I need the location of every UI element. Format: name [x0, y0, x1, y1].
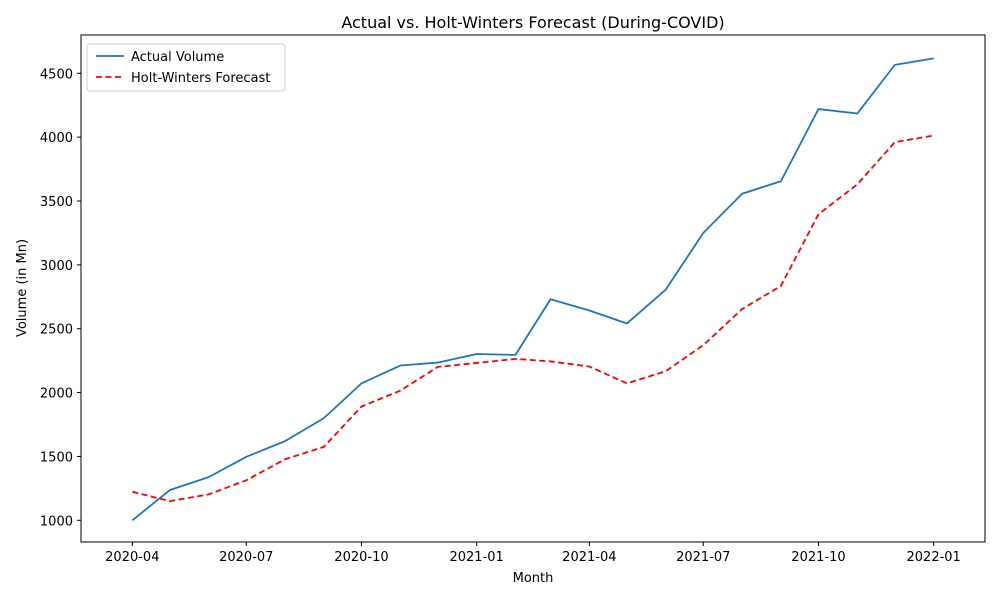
x-tick-label: 2020-10 [334, 550, 388, 565]
y-tick-label: 2500 [40, 323, 73, 338]
x-tick-label: 2020-04 [105, 550, 159, 565]
data-point [932, 134, 934, 136]
data-point [588, 309, 590, 311]
data-point [780, 285, 782, 287]
data-point [780, 180, 782, 182]
y-tick-label: 2000 [40, 387, 73, 402]
x-tick-label: 2021-04 [562, 550, 616, 565]
y-tick-label: 4500 [40, 67, 73, 82]
data-point [475, 362, 477, 364]
data-point [665, 288, 667, 290]
series-line-forecast [132, 134, 934, 503]
data-point [817, 213, 819, 215]
data-point [169, 489, 171, 491]
series-layer [131, 57, 934, 521]
y-tick-label: 4000 [40, 131, 73, 146]
data-point [284, 440, 286, 442]
data-point [245, 456, 247, 458]
y-tick-label: 3500 [40, 195, 73, 210]
data-point [284, 458, 286, 460]
data-point [741, 193, 743, 195]
y-tick-label: 1000 [40, 514, 73, 529]
legend-label-actual: Actual Volume [131, 50, 224, 65]
y-axis-label: Volume (in Mn) [15, 239, 30, 337]
data-point [702, 344, 704, 346]
chart-title: Actual vs. Holt-Winters Forecast (During… [341, 13, 724, 32]
y-axis: 1000 1500 2000 2500 3000 3500 4000 4500 [40, 67, 81, 529]
data-point [514, 354, 516, 356]
data-point [702, 232, 704, 234]
x-axis: 2020-04 2020-07 2020-10 2021-01 2021-04 2021-… [105, 542, 961, 565]
data-point [894, 141, 896, 143]
data-point [588, 365, 590, 367]
legend-label-forecast: Holt-Winters Forecast [131, 71, 270, 86]
data-point [549, 298, 551, 300]
legend-box [86, 43, 286, 92]
y-tick-label: 1500 [40, 450, 73, 465]
x-tick-label: 2021-01 [449, 550, 503, 565]
data-point [360, 382, 362, 384]
data-point [856, 112, 858, 114]
data-point [399, 364, 401, 366]
data-point [626, 382, 628, 384]
plot-area: 2020-04 2020-07 2020-10 2021-01 2021-04 2021-… [40, 34, 986, 565]
y-tick-label: 3000 [40, 259, 73, 274]
data-point [323, 446, 325, 448]
data-point [856, 183, 858, 185]
x-tick-label: 2022-01 [907, 550, 961, 565]
data-point [208, 493, 210, 495]
axes-frame [80, 34, 986, 543]
data-point [932, 57, 934, 59]
series-line-actual [131, 57, 934, 521]
data-point [437, 366, 439, 368]
data-point [208, 476, 210, 478]
data-point [169, 500, 171, 502]
data-point [360, 405, 362, 407]
data-point [741, 308, 743, 310]
data-point [894, 64, 896, 66]
x-axis-label: Month [513, 571, 554, 586]
data-point [817, 108, 819, 110]
data-point [131, 491, 133, 493]
data-point [665, 370, 667, 372]
data-point [549, 360, 551, 362]
x-tick-label: 2021-07 [676, 550, 730, 565]
data-point [514, 358, 516, 360]
data-point [437, 361, 439, 363]
data-point [131, 519, 133, 521]
data-point [475, 353, 477, 355]
x-tick-label: 2020-07 [219, 550, 273, 565]
data-point [399, 389, 401, 391]
data-point [626, 322, 628, 324]
data-point [245, 479, 247, 481]
x-tick-label: 2021-10 [791, 550, 845, 565]
legend: Actual Volume Holt-Winters Forecast [86, 43, 286, 92]
data-point [323, 417, 325, 419]
